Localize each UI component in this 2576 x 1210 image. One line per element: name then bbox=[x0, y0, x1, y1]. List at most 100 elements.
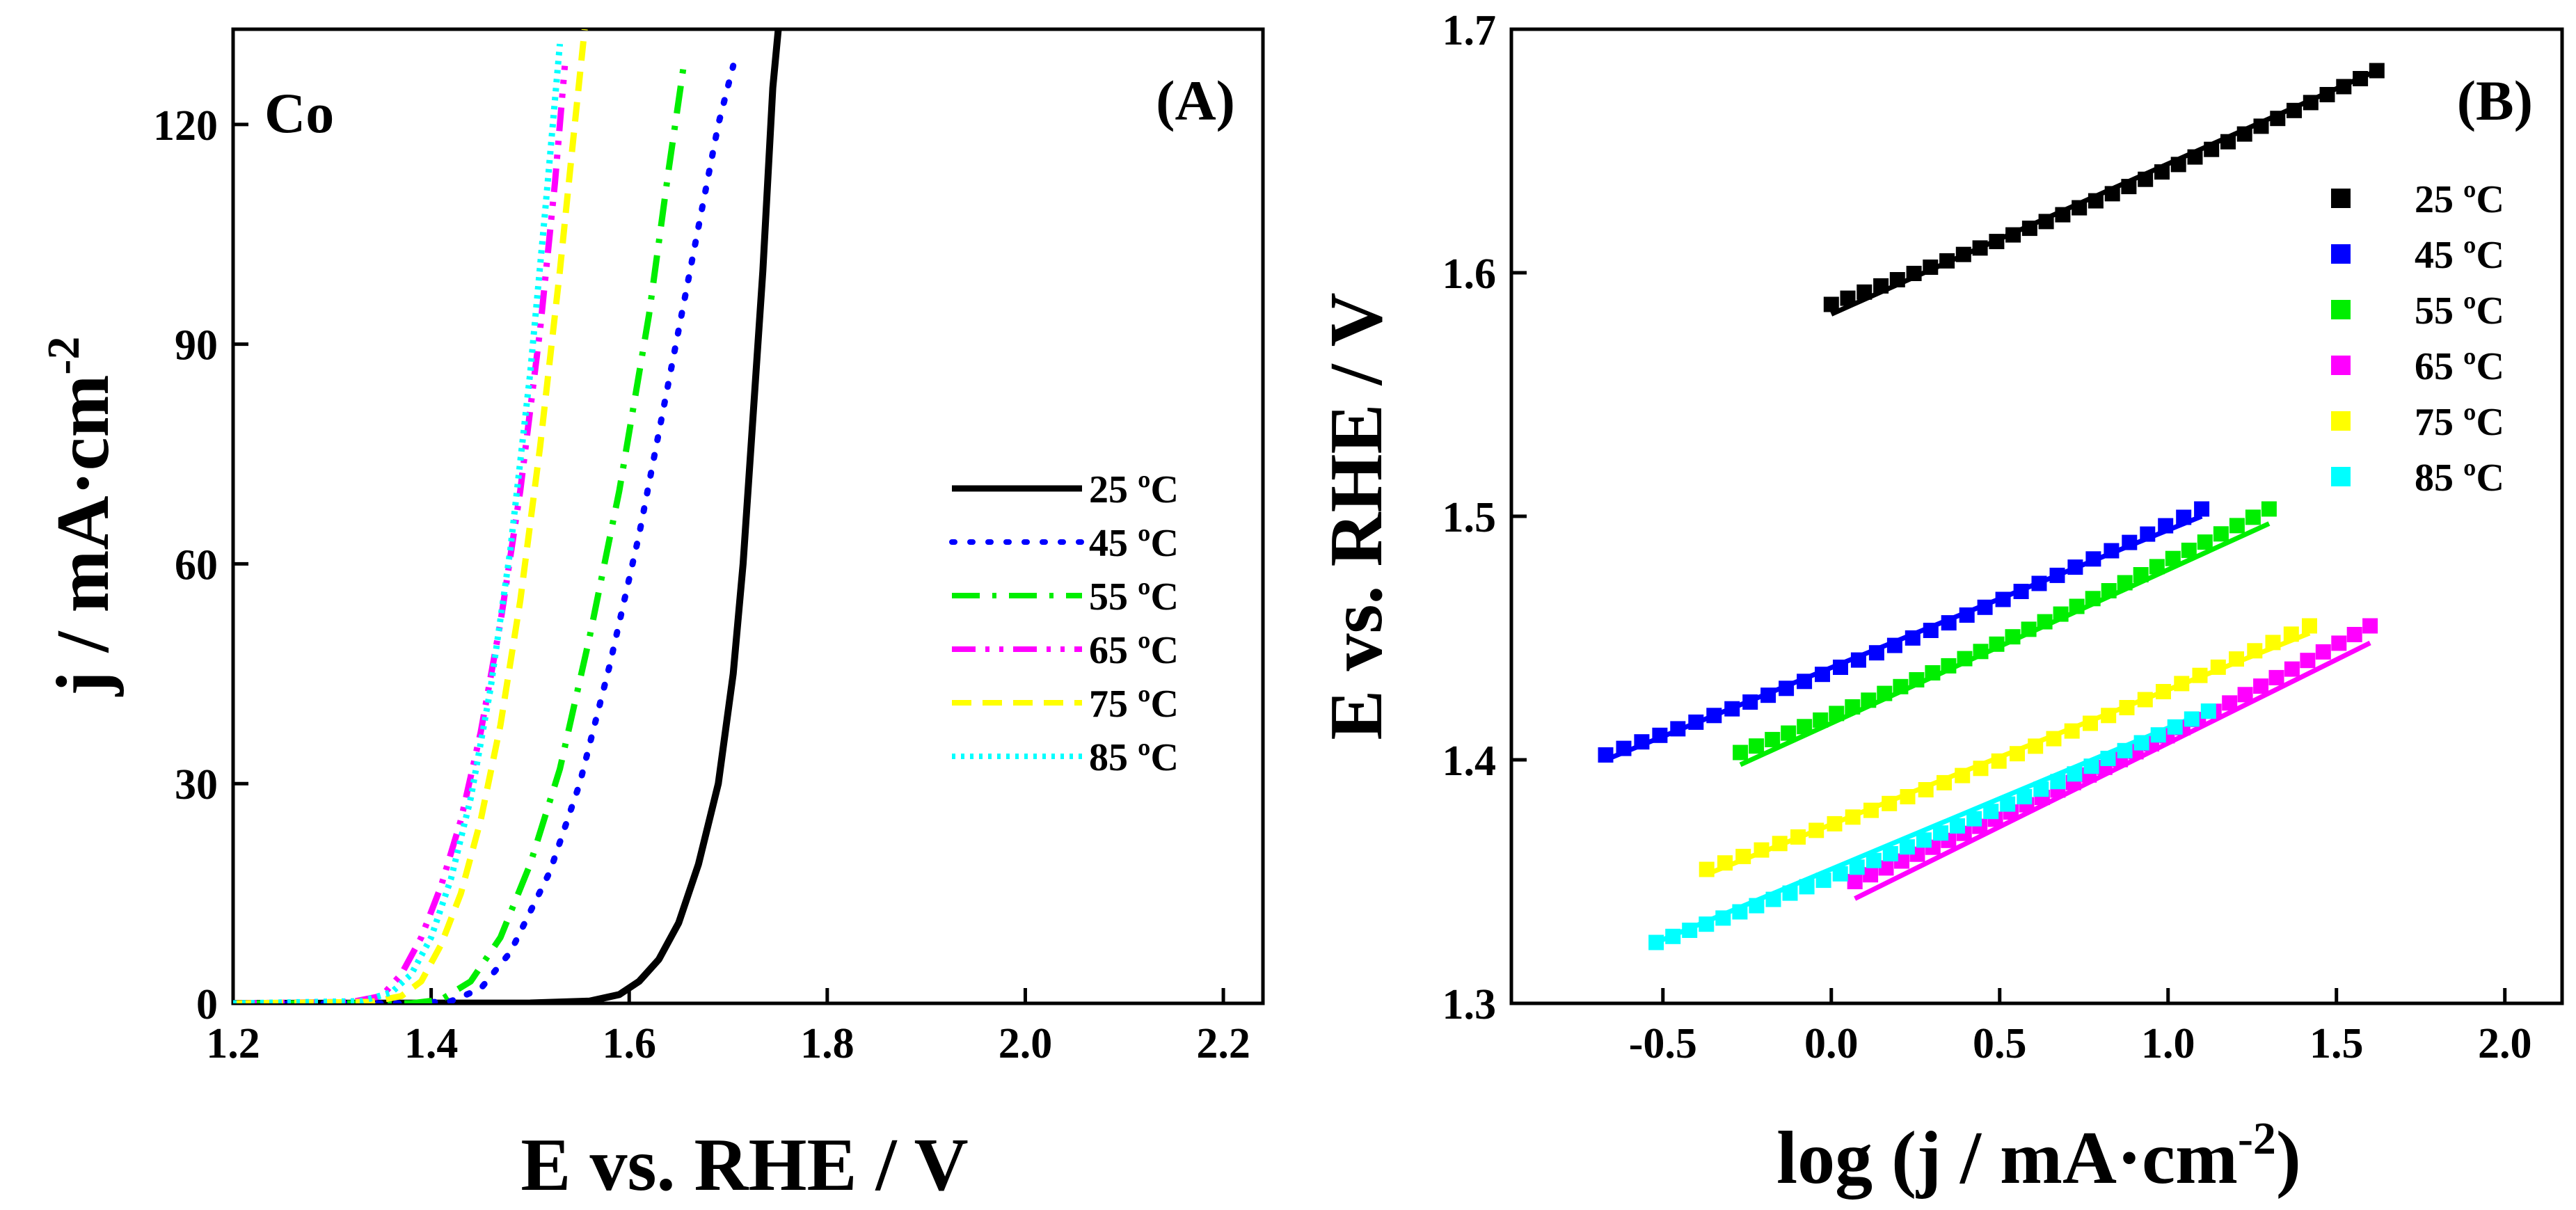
data-point-25 bbox=[2121, 179, 2137, 195]
data-point-85 bbox=[2100, 751, 2116, 766]
panel-b-fit-lines bbox=[1605, 68, 2378, 945]
panel-b-chart: -0.5 0.0 0.5 1.0 1.5 2.0 1.3 1.4 1.5 1.6 1.7 25 ºC… bbox=[1315, 7, 2564, 1200]
data-point-25 bbox=[2088, 193, 2104, 209]
data-point-75 bbox=[1900, 789, 1916, 804]
data-point-25 bbox=[2236, 126, 2252, 142]
legend-label-75: 75 ºC bbox=[2415, 401, 2504, 444]
data-point-25 bbox=[1955, 246, 1971, 262]
data-point-85 bbox=[1699, 916, 1715, 932]
data-point-25 bbox=[2154, 164, 2170, 180]
data-point-85 bbox=[1782, 885, 1798, 901]
panel-a-x-tick-label: 1.6 bbox=[602, 1020, 656, 1067]
data-point-75 bbox=[1955, 767, 1971, 783]
data-point-65 bbox=[2362, 618, 2378, 634]
data-point-85 bbox=[2167, 719, 2183, 735]
data-point-55 bbox=[1797, 719, 1813, 735]
data-point-85 bbox=[2083, 758, 2099, 774]
data-point-85 bbox=[1983, 804, 1999, 820]
panel-b-x-axis-title: log (j / mA·cm-2) bbox=[1776, 1113, 2301, 1200]
data-point-85 bbox=[2184, 711, 2200, 727]
data-point-55 bbox=[1925, 665, 1941, 680]
data-point-85 bbox=[1866, 852, 1882, 868]
data-point-25 bbox=[2369, 63, 2385, 79]
data-point-45 bbox=[2049, 567, 2065, 583]
fit-line-65 bbox=[1854, 640, 2371, 901]
data-point-85 bbox=[1648, 934, 1664, 950]
panel-b-x-tick-label: 0.5 bbox=[1973, 1020, 2027, 1067]
data-point-55 bbox=[1749, 738, 1765, 754]
panel-a-x-tick-label: 2.2 bbox=[1196, 1020, 1250, 1067]
data-point-85 bbox=[1849, 859, 1865, 875]
legend-marker-85 bbox=[2331, 467, 2351, 486]
data-point-25 bbox=[2253, 118, 2269, 134]
sample-label: Co bbox=[264, 81, 334, 145]
data-point-85 bbox=[1732, 904, 1748, 920]
panel-b-label: (B) bbox=[2457, 69, 2533, 132]
data-point-55 bbox=[2101, 583, 2117, 598]
data-point-85 bbox=[1765, 891, 1781, 907]
panel-b-y-tick-label: 1.4 bbox=[1442, 738, 1497, 785]
data-point-55 bbox=[1989, 636, 2005, 652]
panel-b-x-axis-title-end: ) bbox=[2276, 1117, 2301, 1200]
data-point-45 bbox=[2067, 559, 2083, 575]
data-point-55 bbox=[1781, 725, 1797, 741]
data-point-55 bbox=[1973, 644, 1989, 660]
data-point-85 bbox=[1933, 825, 1948, 841]
data-point-45 bbox=[2122, 534, 2138, 550]
data-point-75 bbox=[2083, 715, 2098, 731]
data-point-45 bbox=[1995, 591, 2011, 607]
panel-a-x-axis-title: E vs. RHE / V bbox=[520, 1124, 968, 1207]
data-point-75 bbox=[1717, 855, 1733, 871]
data-point-85 bbox=[2117, 742, 2133, 758]
panel-b-y-tick-label: 1.7 bbox=[1442, 7, 1497, 54]
panel-b-y-tick-label: 1.5 bbox=[1442, 494, 1497, 541]
data-point-65 bbox=[2300, 653, 2316, 669]
data-point-25 bbox=[2303, 95, 2319, 111]
data-point-25 bbox=[2204, 141, 2220, 157]
data-point-45 bbox=[2176, 509, 2192, 525]
panel-a-label: (A) bbox=[1156, 69, 1235, 132]
panel-a-y-tick-label: 120 bbox=[153, 102, 218, 150]
data-point-85 bbox=[1815, 873, 1831, 889]
data-point-45 bbox=[1833, 660, 1848, 675]
data-point-25 bbox=[2138, 171, 2154, 187]
legend-label-65: 65 ºC bbox=[2415, 345, 2504, 388]
panel-b-y-tick-label: 1.6 bbox=[1442, 250, 1497, 298]
data-point-25 bbox=[2104, 186, 2120, 202]
data-point-75 bbox=[1882, 795, 1898, 811]
data-point-25 bbox=[2072, 200, 2088, 216]
panel-b-x-tick-label: 2.0 bbox=[2478, 1020, 2532, 1067]
panel-a-legend: 25 ºC 45 ºC 55 ºC 65 ºC 75 ºC 85 ºC bbox=[949, 468, 1179, 779]
data-point-85 bbox=[1799, 879, 1815, 895]
data-point-65 bbox=[1878, 860, 1894, 876]
legend-label-25: 25 ºC bbox=[1089, 468, 1179, 511]
data-point-65 bbox=[1847, 874, 1863, 889]
data-point-25 bbox=[1923, 260, 1939, 275]
data-point-85 bbox=[1966, 811, 1982, 827]
data-point-25 bbox=[1906, 266, 1922, 281]
data-point-85 bbox=[2000, 796, 2016, 812]
data-point-85 bbox=[1950, 818, 1965, 834]
data-point-25 bbox=[2336, 79, 2352, 95]
panel-a-y-axis-title-sup: -2 bbox=[38, 337, 89, 375]
data-point-25 bbox=[2187, 149, 2203, 165]
data-point-25 bbox=[2287, 102, 2302, 118]
panel-a-y-tick-label: 30 bbox=[175, 761, 218, 809]
data-point-65 bbox=[2331, 635, 2347, 651]
data-point-25 bbox=[2170, 157, 2186, 173]
data-point-45 bbox=[1760, 687, 1776, 703]
data-point-55 bbox=[2197, 534, 2213, 550]
data-point-75 bbox=[2064, 723, 2080, 739]
data-point-55 bbox=[2213, 526, 2229, 542]
data-point-55 bbox=[2133, 567, 2149, 582]
data-point-55 bbox=[1941, 658, 1957, 674]
data-point-75 bbox=[2010, 746, 2025, 762]
data-point-75 bbox=[2174, 676, 2190, 692]
data-point-45 bbox=[1886, 637, 1902, 653]
data-point-25 bbox=[2038, 214, 2054, 230]
data-point-25 bbox=[1889, 272, 1905, 287]
panel-a-x-tick-label: 2.0 bbox=[999, 1020, 1053, 1067]
panel-a-series bbox=[233, 29, 782, 1003]
data-point-45 bbox=[1598, 747, 1614, 763]
